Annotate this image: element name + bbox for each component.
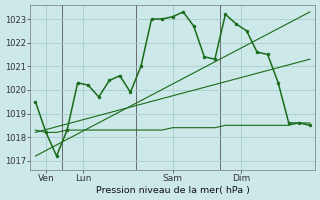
X-axis label: Pression niveau de la mer( hPa ): Pression niveau de la mer( hPa ) <box>96 186 250 195</box>
